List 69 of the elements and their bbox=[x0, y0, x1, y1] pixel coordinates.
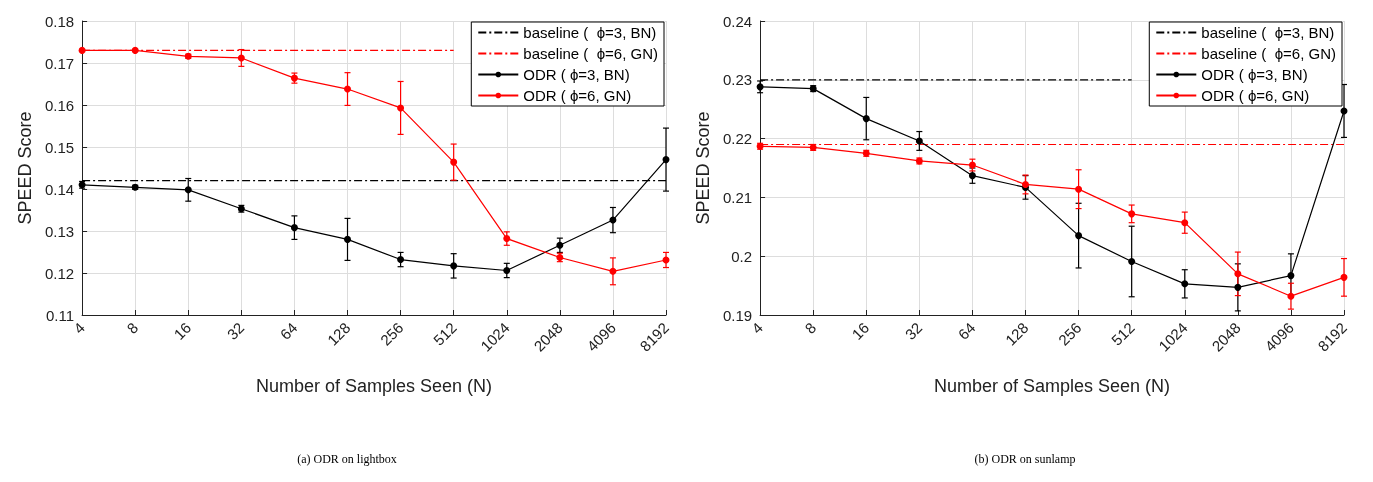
point bbox=[397, 104, 405, 112]
y-tick-label: 0.17 bbox=[44, 54, 75, 72]
x-tick-label: 256 bbox=[1054, 318, 1085, 349]
x-tick-label: 128 bbox=[1001, 318, 1032, 349]
y-tick-label: 0.23 bbox=[722, 71, 753, 89]
point bbox=[344, 235, 352, 243]
x-axis-title: Number of Samples Seen (N) bbox=[934, 376, 1171, 396]
legend-label: baseline ( ϕ=6, GN) bbox=[523, 45, 659, 62]
point bbox=[862, 115, 870, 123]
point bbox=[609, 267, 617, 275]
x-tick-label: 64 bbox=[276, 318, 301, 343]
point bbox=[1287, 292, 1295, 300]
point bbox=[1234, 270, 1242, 278]
y-tick-label: 0.24 bbox=[722, 12, 753, 30]
point bbox=[556, 241, 564, 249]
text: (b) ODR on sunlamp bbox=[974, 452, 1076, 466]
point bbox=[184, 186, 192, 194]
point bbox=[450, 262, 458, 270]
point bbox=[1128, 210, 1136, 218]
x-tick-label: 64 bbox=[954, 318, 979, 343]
x-tick-label: 8 bbox=[801, 318, 820, 337]
legend-label: baseline ( ϕ=3, BN) bbox=[523, 24, 657, 41]
x-tick-label: 16 bbox=[170, 318, 195, 343]
legend-label: baseline ( ϕ=3, BN) bbox=[1201, 24, 1335, 41]
point bbox=[1128, 257, 1136, 265]
x-tick-label: 128 bbox=[323, 318, 354, 349]
point bbox=[237, 54, 245, 62]
point bbox=[1181, 280, 1189, 288]
point bbox=[662, 156, 670, 164]
y-tick-label: 0.22 bbox=[722, 130, 753, 148]
x-tick-label: 512 bbox=[1107, 318, 1138, 349]
y-tick-label: 0.15 bbox=[44, 138, 75, 156]
point bbox=[450, 158, 458, 166]
y-tick-label: 0.18 bbox=[44, 12, 75, 30]
y-axis-title: SPEED Score bbox=[15, 111, 35, 225]
legend-label: ODR ( ϕ=6, GN) bbox=[1201, 87, 1310, 104]
legend-label: ODR ( ϕ=3, BN) bbox=[1201, 66, 1308, 83]
legend-label: ODR ( ϕ=6, GN) bbox=[523, 87, 632, 104]
point bbox=[1075, 185, 1083, 193]
y-tick-label: 0.13 bbox=[44, 222, 75, 240]
point bbox=[1340, 273, 1348, 281]
y-tick-label: 0.2 bbox=[731, 247, 753, 265]
x-tick-label: 8 bbox=[123, 318, 142, 337]
y-tick-label: 0.19 bbox=[722, 306, 753, 324]
point bbox=[915, 137, 923, 145]
y-tick-label: 0.16 bbox=[44, 96, 75, 114]
legend-label: ODR ( ϕ=3, BN) bbox=[523, 66, 630, 83]
legend-label: baseline ( ϕ=6, GN) bbox=[1201, 45, 1337, 62]
point bbox=[1234, 283, 1242, 291]
y-tick-label: 0.11 bbox=[46, 306, 75, 324]
x-tick-label: 512 bbox=[429, 318, 460, 349]
point bbox=[1075, 232, 1083, 240]
x-axis-title: Number of Samples Seen (N) bbox=[256, 376, 493, 396]
x-tick-label: 32 bbox=[901, 318, 926, 343]
point bbox=[290, 224, 298, 232]
point bbox=[503, 235, 511, 243]
text: (a) ODR on lightbox bbox=[297, 452, 397, 466]
x-tick-label: 16 bbox=[848, 318, 873, 343]
x-tick-label: 256 bbox=[376, 318, 407, 349]
x-tick-label: 32 bbox=[223, 318, 248, 343]
point bbox=[344, 85, 352, 93]
y-axis-title: SPEED Score bbox=[693, 111, 713, 225]
point bbox=[503, 266, 511, 274]
point bbox=[1287, 272, 1295, 280]
point bbox=[1181, 219, 1189, 227]
point bbox=[397, 256, 405, 264]
y-tick-label: 0.14 bbox=[44, 180, 75, 198]
y-tick-label: 0.21 bbox=[722, 188, 753, 206]
y-tick-label: 0.12 bbox=[44, 264, 75, 282]
